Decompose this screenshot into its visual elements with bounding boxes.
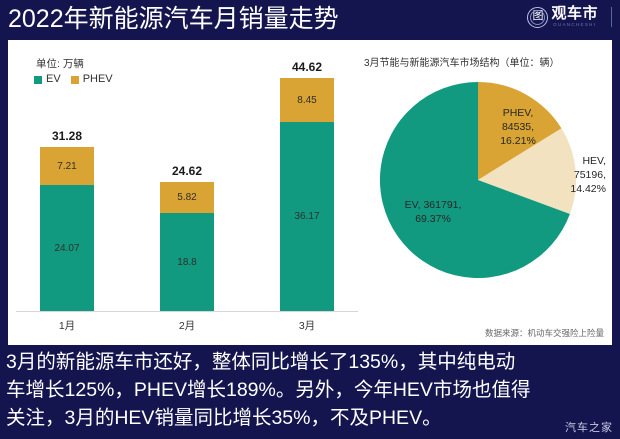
bar-chart-axis-line	[16, 311, 358, 312]
brand-name: 观车市	[551, 5, 598, 22]
bar-x-label-mar: 3月	[298, 320, 316, 332]
caption-line-2: 车增长125%，PHEV增长189%。另外，今年HEV市场也值得	[6, 379, 531, 401]
pie-label-phev: PHEV, 84535, 16.21%	[480, 106, 556, 148]
pie-svg	[380, 82, 576, 278]
bar-stack-jan: 7.21 24.07	[40, 147, 94, 311]
pie-label-ev-line1: EV, 361791,	[404, 199, 462, 211]
bar-total-feb: 24.62	[171, 164, 203, 178]
legend-item-phev: PHEV	[70, 73, 113, 85]
caption-block: 3月的新能源车市还好，整体同比增长了135%，其中纯电动 车增长125%，PHE…	[0, 347, 620, 432]
pie-label-hev-line3: 14.42%	[570, 183, 606, 195]
bar-total-mar: 44.62	[291, 60, 323, 74]
legend-label-ev: EV	[46, 73, 61, 85]
pie-label-hev: HEV, 75196, 14.42%	[532, 154, 606, 196]
brand-logo: 图 观车市 GUANCHESHI	[527, 6, 598, 28]
bar-chart: 单位: 万辆 EV PHEV 31.28 7.21 24.07	[8, 40, 358, 345]
page-title: 2022年新能源汽车月销量走势	[8, 5, 339, 33]
pie-label-hev-line2: 75196,	[573, 169, 606, 181]
pie-slice-hev	[478, 128, 576, 214]
pie-label-ev: EV, 361791, 69.37%	[390, 198, 476, 226]
pie-label-hev-line1: HEV,	[582, 155, 606, 167]
pie-slice-ev	[380, 82, 570, 278]
brand-mark-icon: 图	[527, 6, 549, 28]
header-bar: 2022年新能源汽车月销量走势 图 观车市 GUANCHESHI	[0, 0, 620, 38]
bar-group-jan: 31.28 7.21 24.07	[40, 130, 94, 311]
legend-item-ev: EV	[34, 74, 61, 85]
pie-label-ev-line2: 69.37%	[415, 213, 451, 225]
caption-line-1: 3月的新能源车市还好，整体同比增长了135%，其中纯电动	[6, 351, 516, 373]
bar-total-jan: 31.28	[51, 129, 83, 143]
bar-segment-phev-mar: 8.45	[280, 78, 334, 122]
chart-panel: 单位: 万辆 EV PHEV 31.28 7.21 24.07	[8, 40, 612, 345]
watermark: 汽车之家	[565, 422, 613, 434]
bar-group-feb: 24.62 5.82 18.8	[160, 165, 214, 311]
bar-stack-mar: 8.45 36.17	[280, 78, 334, 311]
bar-segment-ev-mar: 36.17	[280, 122, 334, 311]
pie-label-phev-line1: PHEV,	[502, 107, 534, 119]
pie-graphic: PHEV, 84535, 16.21% HEV, 75196, 14.42% E…	[380, 82, 606, 278]
bar-segment-phev-feb: 5.82	[160, 182, 214, 213]
legend-label-phev: PHEV	[82, 73, 113, 85]
brand-subtext: GUANCHESHI	[553, 22, 597, 27]
pie-chart-title: 3月节能与新能源汽车市场结构（单位：辆）	[364, 58, 560, 69]
legend-swatch-ev	[34, 75, 42, 84]
pie-chart: 3月节能与新能源汽车市场结构（单位：辆） PHEV, 84535, 16.21%	[358, 40, 612, 345]
caption-line-3: 关注，3月的HEV销量同比增长35%，不及PHEV。	[6, 407, 442, 429]
bar-segment-phev-jan: 7.21	[40, 147, 94, 185]
legend-swatch-phev	[70, 75, 79, 84]
bar-chart-legend: EV PHEV	[34, 74, 113, 85]
pie-slice-phev	[478, 82, 562, 180]
pie-chart-source-note: 数据来源：机动车交强险上险量	[484, 328, 604, 338]
bar-stack-feb: 5.82 18.8	[160, 182, 214, 311]
bar-chart-unit-label: 单位: 万辆	[36, 58, 84, 70]
bar-x-label-jan: 1月	[58, 320, 76, 332]
bar-segment-ev-jan: 24.07	[40, 185, 94, 311]
header-divider	[611, 7, 612, 27]
pie-label-phev-line2: 84535,	[501, 121, 535, 133]
bar-segment-ev-feb: 18.8	[160, 213, 214, 311]
pie-label-phev-line3: 16.21%	[500, 135, 536, 147]
bar-x-label-feb: 2月	[178, 320, 196, 332]
bar-group-mar: 44.62 8.45 36.17	[280, 61, 334, 311]
